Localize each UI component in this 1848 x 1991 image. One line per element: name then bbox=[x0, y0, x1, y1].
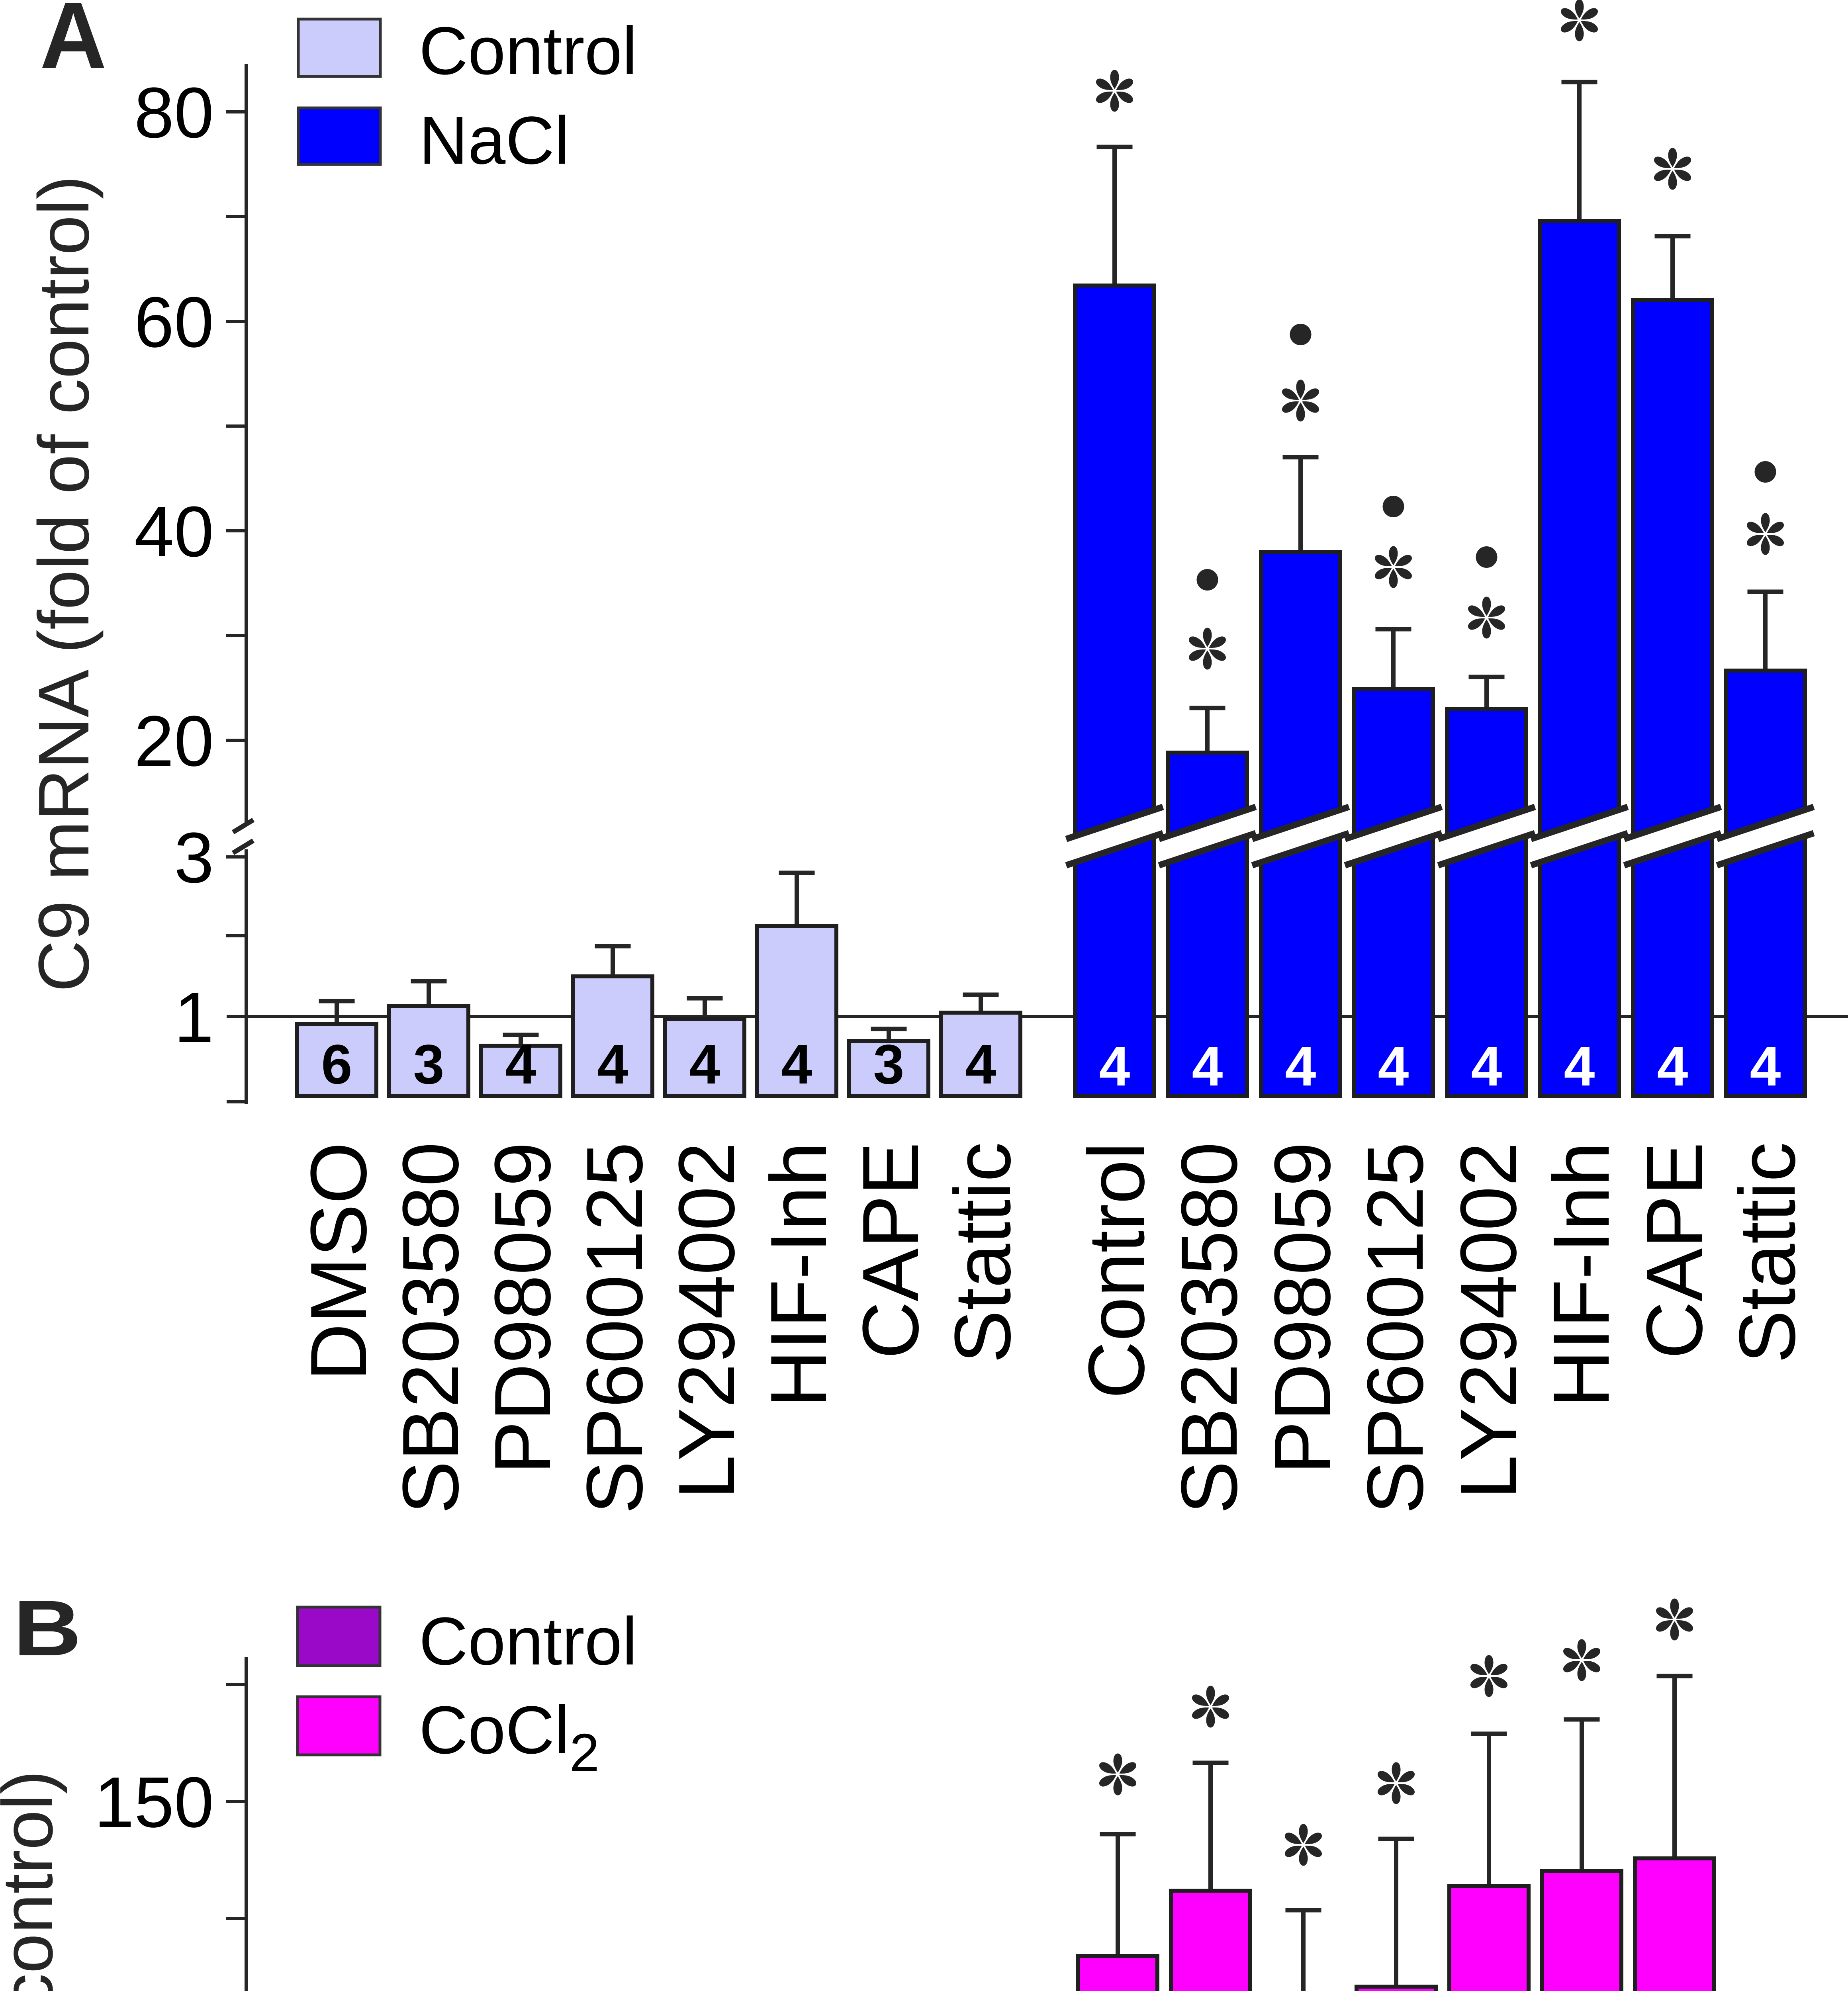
svg-text:NaCl: NaCl bbox=[419, 103, 570, 178]
svg-text:3: 3 bbox=[174, 818, 214, 898]
svg-text:PD98059: PD98059 bbox=[1258, 1142, 1347, 1474]
svg-text:SP600125: SP600125 bbox=[570, 1142, 659, 1514]
svg-text:CoCl2: CoCl2 bbox=[419, 1692, 599, 1783]
svg-text:80: 80 bbox=[134, 73, 214, 153]
svg-text:3: 3 bbox=[413, 1033, 444, 1095]
svg-text:4: 4 bbox=[1564, 1035, 1595, 1097]
svg-text:150: 150 bbox=[94, 1762, 214, 1842]
svg-text:LY294002: LY294002 bbox=[1444, 1142, 1533, 1499]
svg-text:4: 4 bbox=[1750, 1035, 1781, 1097]
svg-text:4: 4 bbox=[689, 1033, 720, 1095]
svg-text:1: 1 bbox=[174, 978, 214, 1058]
svg-text:4: 4 bbox=[1099, 1035, 1130, 1097]
svg-text:Control: Control bbox=[419, 1604, 637, 1679]
svg-text:20: 20 bbox=[134, 701, 214, 781]
svg-text:4: 4 bbox=[1657, 1035, 1688, 1097]
svg-text:60: 60 bbox=[134, 282, 214, 362]
svg-text:C9 mRNA (fold of control): C9 mRNA (fold of control) bbox=[24, 176, 104, 992]
svg-text:HIF-Inh: HIF-Inh bbox=[1537, 1142, 1626, 1408]
svg-text:3: 3 bbox=[873, 1033, 904, 1095]
svg-text:Control: Control bbox=[419, 13, 637, 89]
svg-text:SB203580: SB203580 bbox=[1165, 1142, 1254, 1514]
svg-text:4: 4 bbox=[781, 1033, 812, 1095]
svg-text:SP600125: SP600125 bbox=[1351, 1142, 1440, 1514]
svg-text:40: 40 bbox=[134, 492, 214, 572]
svg-text:CAPE: CAPE bbox=[1630, 1142, 1719, 1359]
svg-text:C9 mRNA (fold of control): C9 mRNA (fold of control) bbox=[0, 1770, 68, 1991]
svg-text:HIF-Inh: HIF-Inh bbox=[754, 1142, 843, 1408]
svg-text:4: 4 bbox=[597, 1033, 628, 1095]
svg-text:A: A bbox=[40, 0, 107, 88]
svg-text:DMSO: DMSO bbox=[294, 1142, 383, 1381]
svg-text:6: 6 bbox=[321, 1033, 352, 1095]
svg-text:Control: Control bbox=[1072, 1142, 1161, 1399]
svg-text:4: 4 bbox=[965, 1033, 996, 1095]
svg-text:4: 4 bbox=[1192, 1035, 1223, 1097]
svg-text:4: 4 bbox=[1378, 1035, 1409, 1097]
svg-text:Stattic: Stattic bbox=[938, 1142, 1027, 1363]
svg-text:4: 4 bbox=[505, 1033, 536, 1095]
svg-text:SB203580: SB203580 bbox=[386, 1142, 475, 1514]
svg-text:LY294002: LY294002 bbox=[662, 1142, 751, 1499]
svg-text:4: 4 bbox=[1471, 1035, 1502, 1097]
svg-text:B: B bbox=[13, 1584, 82, 1672]
svg-text:CAPE: CAPE bbox=[846, 1142, 935, 1359]
svg-text:PD98059: PD98059 bbox=[478, 1142, 567, 1474]
svg-text:4: 4 bbox=[1285, 1035, 1316, 1097]
svg-text:Stattic: Stattic bbox=[1723, 1142, 1812, 1363]
